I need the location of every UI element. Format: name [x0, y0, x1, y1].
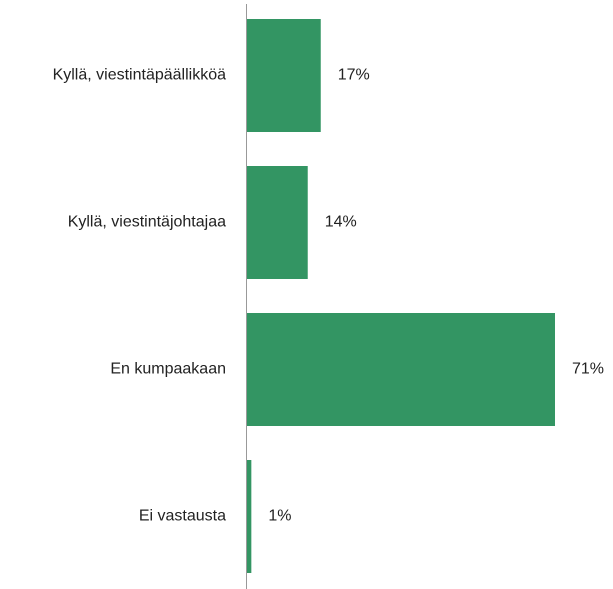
- value-label: 1%: [268, 508, 291, 525]
- bar: [247, 460, 252, 573]
- bar: [247, 166, 308, 279]
- value-label: 71%: [572, 361, 604, 378]
- bar: [247, 19, 321, 132]
- category-label: Kyllä, viestintäjohtajaa: [68, 214, 226, 231]
- value-label: 14%: [325, 214, 357, 231]
- category-label: Ei vastausta: [139, 508, 226, 525]
- category-label: Kyllä, viestintäpäällikköä: [53, 67, 227, 84]
- bar: [247, 313, 555, 426]
- category-label: En kumpaakaan: [110, 361, 226, 378]
- value-label: 17%: [338, 67, 370, 84]
